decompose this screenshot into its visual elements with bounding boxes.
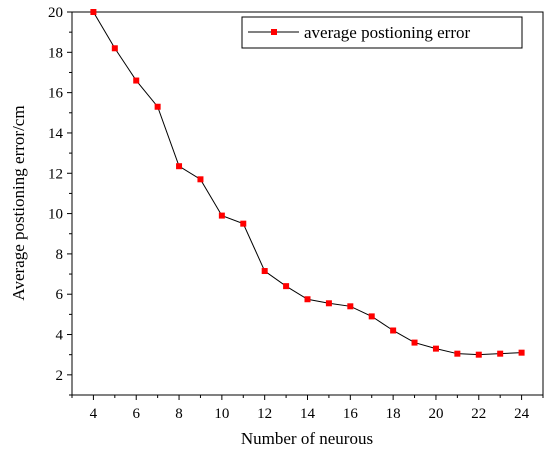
x-tick-label: 12 [257,406,272,422]
data-point-marker [411,339,418,346]
y-tick-label: 12 [48,166,63,182]
y-tick-label: 2 [56,368,64,384]
data-point-marker [432,345,439,352]
x-tick-label: 10 [214,406,229,422]
x-tick-label: 14 [300,406,316,422]
data-point-marker [197,176,204,183]
x-axis-title: Number of neurous [241,429,373,448]
data-point-marker [111,45,118,52]
y-tick-label: 6 [56,287,64,303]
y-tick-label: 18 [48,45,63,61]
x-tick-label: 18 [386,406,401,422]
legend: average postioning error [241,16,523,49]
y-tick-label: 4 [56,328,64,344]
data-point-marker [347,303,354,310]
data-point-marker [261,268,268,275]
y-tick-label: 8 [56,247,64,263]
legend-marker [271,29,277,35]
y-tick-label: 10 [48,207,63,223]
data-point-marker [518,349,525,356]
y-tick-label: 14 [48,126,64,142]
y-axis-title: Average postioning error/cm [9,105,28,300]
data-point-marker [304,296,311,303]
x-tick-label: 6 [132,406,140,422]
x-tick-label: 8 [175,406,183,422]
data-point-marker [176,163,183,170]
x-tick-label: 16 [343,406,359,422]
x-tick-label: 4 [90,406,98,422]
data-point-marker [133,77,140,84]
data-point-marker [325,300,332,307]
data-point-marker [90,9,97,15]
data-point-marker [283,283,290,290]
x-tick-label: 22 [471,406,486,422]
y-tick-label: 16 [48,86,64,102]
data-point-marker [154,103,161,110]
series-line [92,11,522,356]
plot-frame [71,11,544,396]
data-point-marker [218,212,225,219]
y-axis-ticks: 2 4 6 8 10 12 14 16 18 20 [48,5,72,396]
data-point-marker [475,351,482,358]
data-point-marker [390,327,397,334]
x-tick-label: 20 [428,406,443,422]
legend-label: average postioning error [304,23,470,42]
series-markers [90,9,525,358]
y-tick-label: 20 [48,5,63,21]
data-point-marker [240,220,247,227]
data-point-marker [497,350,504,357]
x-axis-ticks: 4 6 8 10 12 14 16 18 20 22 24 [71,395,544,422]
data-point-marker [368,313,375,320]
data-point-marker [454,350,461,357]
x-tick-label: 24 [514,406,530,422]
